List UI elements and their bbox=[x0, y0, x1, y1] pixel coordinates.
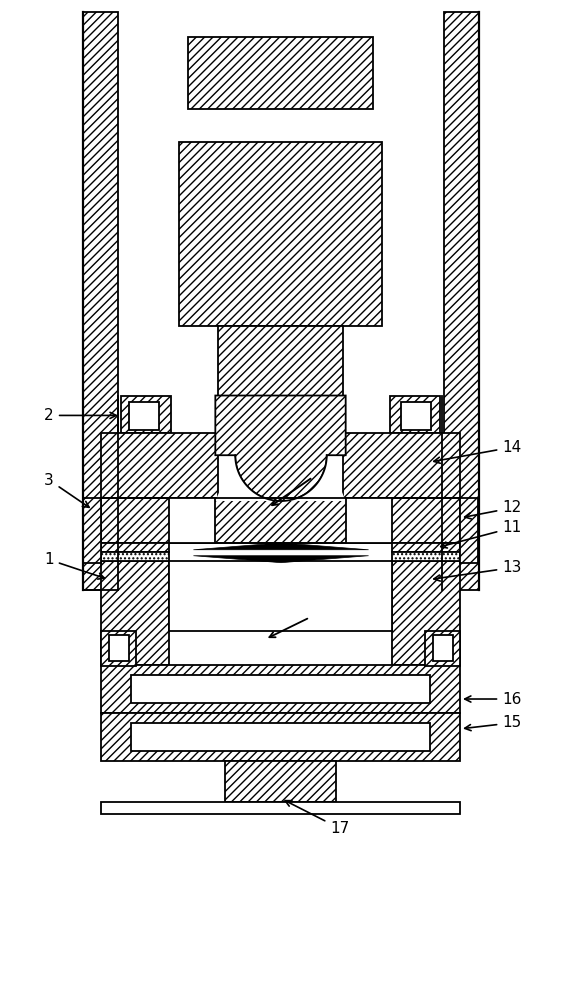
Bar bbox=[218, 326, 343, 405]
Bar bbox=[83, 498, 101, 563]
Bar bbox=[460, 498, 478, 563]
Bar bbox=[101, 631, 135, 666]
Text: 2: 2 bbox=[44, 408, 116, 423]
Bar bbox=[392, 561, 460, 665]
Text: 3: 3 bbox=[44, 473, 89, 507]
Bar bbox=[169, 561, 392, 631]
Bar bbox=[392, 552, 460, 561]
Text: 16: 16 bbox=[465, 692, 522, 707]
Bar bbox=[101, 543, 169, 552]
Bar bbox=[131, 675, 430, 703]
Text: 11: 11 bbox=[441, 520, 522, 548]
Text: 17: 17 bbox=[285, 801, 350, 836]
Bar bbox=[101, 561, 169, 665]
Bar bbox=[391, 396, 440, 433]
Bar bbox=[169, 498, 215, 543]
Bar bbox=[101, 552, 169, 561]
Polygon shape bbox=[193, 556, 369, 563]
Bar bbox=[346, 498, 392, 543]
Bar bbox=[129, 402, 158, 430]
Text: 1: 1 bbox=[44, 552, 105, 579]
Bar bbox=[188, 37, 373, 109]
Bar bbox=[101, 498, 460, 543]
Bar bbox=[109, 635, 129, 661]
Bar bbox=[101, 433, 218, 498]
Polygon shape bbox=[215, 396, 346, 501]
Bar bbox=[101, 802, 460, 814]
Bar bbox=[101, 665, 460, 713]
Bar bbox=[225, 761, 336, 802]
Bar bbox=[101, 713, 460, 761]
Bar bbox=[343, 433, 460, 498]
Bar bbox=[131, 723, 430, 751]
Polygon shape bbox=[193, 543, 369, 550]
Text: 12: 12 bbox=[465, 500, 522, 519]
Text: 15: 15 bbox=[465, 715, 522, 731]
Bar bbox=[425, 631, 460, 666]
Bar bbox=[121, 396, 170, 433]
Text: 13: 13 bbox=[434, 560, 522, 581]
Bar bbox=[392, 543, 460, 552]
Bar bbox=[179, 142, 383, 326]
Bar bbox=[214, 550, 348, 556]
Bar bbox=[83, 12, 118, 590]
Bar bbox=[433, 635, 453, 661]
Text: 14: 14 bbox=[434, 440, 522, 463]
Polygon shape bbox=[215, 455, 346, 501]
Bar bbox=[444, 12, 479, 590]
Bar bbox=[169, 498, 215, 543]
Bar bbox=[169, 498, 215, 543]
Bar bbox=[401, 402, 431, 430]
